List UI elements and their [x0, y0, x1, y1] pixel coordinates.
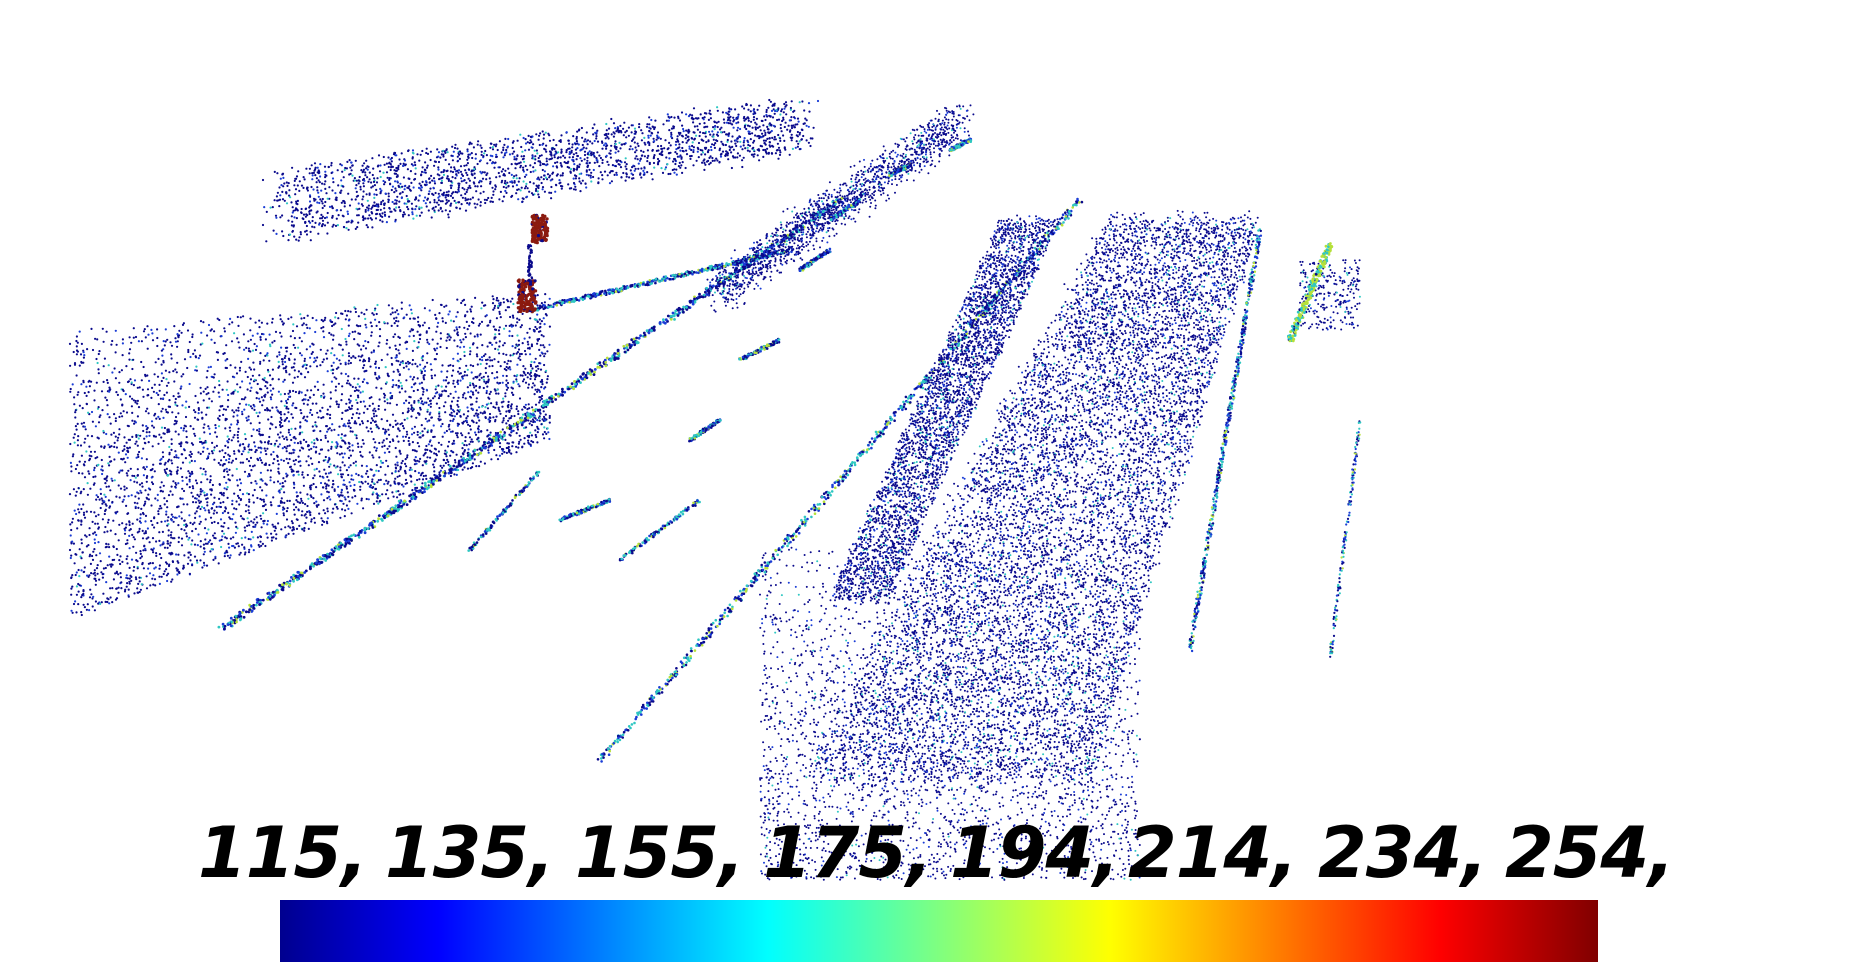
lane-dash-7	[619, 499, 701, 561]
lane-dash-8	[467, 471, 540, 552]
lane-dash-3	[798, 248, 831, 272]
lane-dash-1	[688, 418, 722, 442]
colorbar-tick-label: 254,	[1505, 808, 1674, 898]
sign-bottom	[516, 278, 537, 313]
right-edge-line	[1188, 228, 1262, 652]
intensity-colorbar	[280, 900, 1598, 962]
road-sign-points	[516, 214, 1333, 343]
colorbar-tick-label: 155,	[575, 808, 744, 898]
sign-top	[531, 214, 550, 245]
colorbar-tick-label: 175,	[763, 808, 932, 898]
colorbar-tick-label: 194,	[950, 808, 1119, 898]
barrier-far	[707, 104, 975, 312]
colorbar-tick-label: 234,	[1318, 808, 1487, 898]
colorbar-tick-label: 214,	[1128, 808, 1297, 898]
far-right-posts	[1329, 420, 1361, 658]
colorbar-tick-labels: 115, 135, 155, 175, 194, 214, 234, 254,	[0, 808, 1856, 898]
lane-dash-2	[738, 338, 780, 361]
colorbar-tick-label: 115,	[198, 808, 367, 898]
road-surface-band-2	[830, 215, 1060, 606]
point-regions	[69, 99, 1361, 881]
lane-dash-0	[558, 498, 611, 522]
colorbar-tick-label: 135,	[385, 808, 554, 898]
